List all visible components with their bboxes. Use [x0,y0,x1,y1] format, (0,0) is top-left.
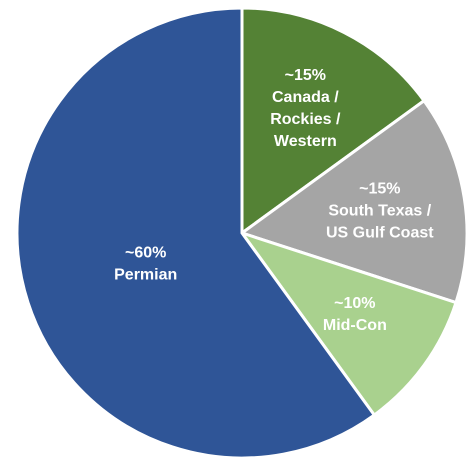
slice-category-label: South Texas / [328,202,431,219]
pie-slice [15,6,377,460]
slice-value-label: ~15% [285,67,326,84]
slice-value-label: ~15% [359,180,400,197]
slice-value-label: ~10% [334,295,375,312]
pie-slice [238,98,468,305]
slice-value-label: ~60% [125,245,166,262]
slice-category-label: Mid-Con [323,317,387,334]
slice-category-label: Canada / [272,89,339,106]
slice-category-label: Rockies / [270,111,341,128]
slice-category-label: Western [274,133,337,150]
pie-slice [238,230,458,418]
pie-slice [240,6,427,236]
slice-category-label: US Gulf Coast [326,224,434,241]
slice-category-label: Permian [114,267,177,284]
